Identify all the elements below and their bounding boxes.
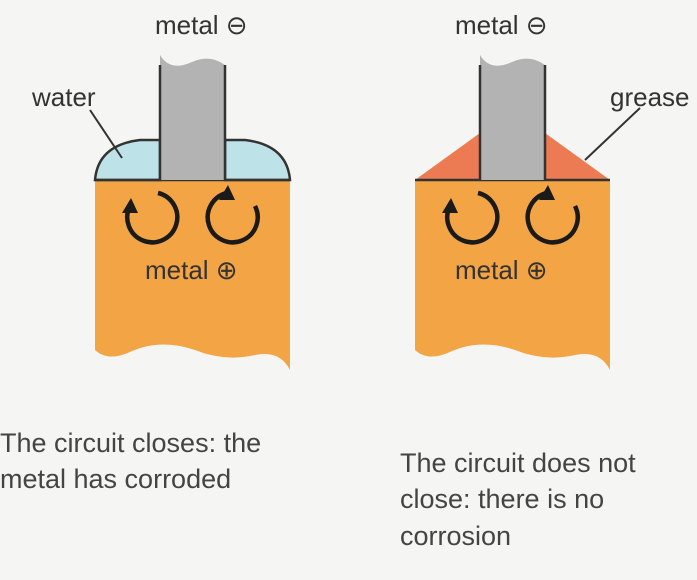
metal-top-shape bbox=[160, 55, 225, 180]
fluid-left bbox=[415, 133, 480, 180]
right-panel: metal ⊖ grease metal ⊕ bbox=[360, 0, 680, 400]
fluid-right bbox=[225, 140, 290, 180]
water-pointer bbox=[90, 110, 122, 158]
metal-plus-label: metal ⊕ bbox=[145, 255, 238, 286]
metal-minus-label: metal ⊖ bbox=[455, 10, 548, 41]
corrosion-diagram: metal ⊖ water metal ⊕ bbox=[0, 0, 697, 580]
water-label: water bbox=[32, 82, 96, 113]
right-caption: The circuit does not close: there is no … bbox=[400, 445, 697, 554]
fluid-left bbox=[95, 140, 160, 180]
grease-label: grease bbox=[610, 82, 690, 113]
right-svg bbox=[360, 0, 680, 400]
grease-pointer bbox=[585, 108, 640, 160]
metal-top-shape bbox=[480, 55, 545, 180]
metal-plus-label: metal ⊕ bbox=[455, 255, 548, 286]
fluid-right bbox=[545, 133, 610, 180]
metal-minus-label: metal ⊖ bbox=[155, 10, 248, 41]
left-svg bbox=[30, 0, 330, 400]
left-caption: The circuit closes: the metal has corrod… bbox=[0, 425, 300, 498]
left-panel: metal ⊖ water metal ⊕ bbox=[30, 0, 330, 400]
